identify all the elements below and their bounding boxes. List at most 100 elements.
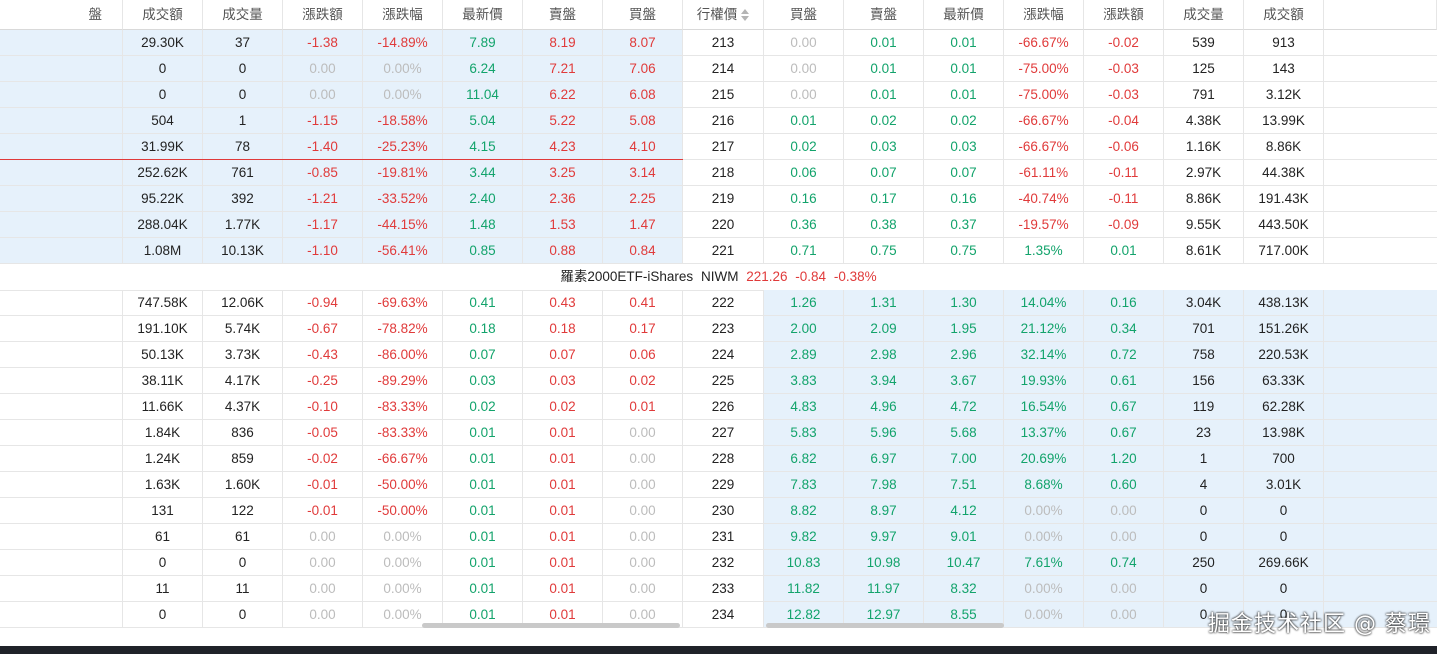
table-row[interactable]: 504 1 -1.15 -18.58% 5.04 5.22 5.08 216 0.01 0.02 0… [0, 108, 1437, 134]
call-last-cell: 1.48 [443, 212, 523, 238]
put-turnover-cell: 3.12K [1244, 82, 1324, 108]
call-bid-cell: 0.00 [603, 420, 683, 446]
call-change-pct-cell: -83.33% [363, 394, 443, 420]
table-row[interactable]: 38.11K 4.17K -0.25 -89.29% 0.03 0.03 0.02 225 3.… [0, 368, 1437, 394]
put-volume-cell: 2.97K [1164, 160, 1244, 186]
call-turnover-cell: 31.99K [123, 134, 203, 160]
put-change-cell: 1.20 [1084, 446, 1164, 472]
table-row[interactable]: 50.13K 3.73K -0.43 -86.00% 0.07 0.07 0.06 224 2.… [0, 342, 1437, 368]
call-ask-cell: 0.01 [523, 472, 603, 498]
table-row[interactable]: 0 0 0.00 0.00% 6.24 7.21 7.06 214 0.00 0.01 0.01 -7… [0, 56, 1437, 82]
header-label: 買盤 [629, 7, 656, 22]
table-row[interactable]: 747.58K 12.06K -0.94 -69.63% 0.41 0.43 0.41 222… [0, 290, 1437, 316]
header-label: 賣盤 [870, 7, 897, 22]
put-change-cell: 0.01 [1084, 238, 1164, 264]
call-bid-cell: 0.00 [603, 472, 683, 498]
filler-cell [1324, 160, 1437, 186]
put-ask-cell: 8.97 [844, 498, 924, 524]
put-volume-cell: 0 [1164, 602, 1244, 628]
put-bid-cell: 0.06 [764, 160, 844, 186]
put-change-cell: 0.00 [1084, 524, 1164, 550]
call-last-cell: 0.41 [443, 290, 523, 316]
put-bid-cell: 0.02 [764, 134, 844, 160]
call-turnover-cell: 50.13K [123, 342, 203, 368]
call-change-pct-cell: -25.23% [363, 134, 443, 160]
call-volume-cell: 122 [203, 498, 283, 524]
call-bid-cell: 7.06 [603, 56, 683, 82]
table-row[interactable]: 0 0 0.00 0.00% 11.04 6.22 6.08 215 0.00 0.01 0.01-… [0, 82, 1437, 108]
table-row[interactable]: 61 61 0.00 0.00% 0.01 0.01 0.00 231 9.82 9.97 9.01… [0, 524, 1437, 550]
call-volume-cell: 0 [203, 82, 283, 108]
put-volume-cell: 0 [1164, 524, 1244, 550]
table-row[interactable]: 31.99K 78 -1.40 -25.23% 4.15 4.23 4.10 217 0.02 0… [0, 134, 1437, 160]
filler-cell [1324, 82, 1437, 108]
right-scrollbar[interactable] [766, 623, 1004, 628]
table-row[interactable]: 29.30K 37 -1.38 -14.89% 7.89 8.19 8.07 213 0.00 0… [0, 30, 1437, 56]
put-change-cell: 0.60 [1084, 472, 1164, 498]
put-volume-cell: 23 [1164, 420, 1244, 446]
strike-col-edge-cell [0, 212, 123, 238]
etf-name: 羅素2000ETF-iShares [560, 269, 694, 284]
put-ask-cell: 1.31 [844, 290, 924, 316]
call-change-cell: -0.85 [283, 160, 363, 186]
etf-change: -0.84 [795, 269, 827, 284]
table-row[interactable]: 11 11 0.00 0.00% 0.01 0.01 0.00 233 11.82 11.97 8.… [0, 576, 1437, 602]
call-change-cell: -0.01 [283, 498, 363, 524]
strike-col-edge-cell [0, 290, 123, 316]
strike-col-edge-cell [0, 420, 123, 446]
table-row[interactable]: 0 0 0.00 0.00% 0.01 0.01 0.00 232 10.83 10.98 10.4… [0, 550, 1437, 576]
put-change-pct-cell: -19.57% [1004, 212, 1084, 238]
strike-col-edge-cell [0, 394, 123, 420]
table-row[interactable]: 95.22K 392 -1.21 -33.52% 2.40 2.36 2.25 219 0.16… [0, 186, 1437, 212]
call-last-cell: 0.85 [443, 238, 523, 264]
put-change-cell: -0.02 [1084, 30, 1164, 56]
put-volume-cell: 791 [1164, 82, 1244, 108]
etf-price: 221.26 [746, 269, 788, 284]
table-row[interactable]: 11.66K 4.37K -0.10 -83.33% 0.02 0.02 0.01 226 4.… [0, 394, 1437, 420]
strike-col-edge-cell [0, 576, 123, 602]
header-strike[interactable]: 行權價 [683, 0, 764, 30]
call-change-cell: -0.10 [283, 394, 363, 420]
call-volume-cell: 1.60K [203, 472, 283, 498]
strike-cell: 216 [683, 108, 764, 134]
put-turnover-cell: 700 [1244, 446, 1324, 472]
left-scrollbar[interactable] [422, 623, 680, 628]
put-turnover-cell: 13.99K [1244, 108, 1324, 134]
table-row[interactable]: 191.10K 5.74K -0.67 -78.82% 0.18 0.18 0.17 223 2… [0, 316, 1437, 342]
call-change-cell: -0.01 [283, 472, 363, 498]
put-change-cell: 0.34 [1084, 316, 1164, 342]
call-last-cell: 11.04 [443, 82, 523, 108]
put-change-cell: 0.00 [1084, 576, 1164, 602]
table-row[interactable]: 252.62K 761 -0.85 -19.81% 3.44 3.25 3.14 218 0.0… [0, 160, 1437, 186]
call-last-cell: 4.15 [443, 134, 523, 160]
put-change-pct-cell: 8.68% [1004, 472, 1084, 498]
call-change-pct-cell: 0.00% [363, 82, 443, 108]
table-row[interactable]: 288.04K 1.77K -1.17 -44.15% 1.48 1.53 1.47 220 0… [0, 212, 1437, 238]
strike-col-edge-cell [0, 368, 123, 394]
put-ask-cell: 7.98 [844, 472, 924, 498]
put-turnover-cell: 44.38K [1244, 160, 1324, 186]
table-row[interactable]: 1.63K 1.60K -0.01 -50.00% 0.01 0.01 0.00 229 7.8… [0, 472, 1437, 498]
put-ask-cell: 0.01 [844, 56, 924, 82]
table-row[interactable]: 131 122 -0.01 -50.00% 0.01 0.01 0.00 230 8.82 8.9… [0, 498, 1437, 524]
call-change-pct-cell: -50.00% [363, 472, 443, 498]
put-volume-cell: 539 [1164, 30, 1244, 56]
filler-cell [1324, 394, 1437, 420]
header-label: 成交量 [222, 7, 263, 22]
put-turnover-cell: 143 [1244, 56, 1324, 82]
sort-icon[interactable] [741, 9, 750, 22]
call-turnover-cell: 1.63K [123, 472, 203, 498]
table-row[interactable]: 1.08M 10.13K -1.10 -56.41% 0.85 0.88 0.84 221 0.… [0, 238, 1437, 264]
current-price-line [0, 159, 683, 160]
filler-cell [1324, 550, 1437, 576]
put-change-cell: 0.74 [1084, 550, 1164, 576]
put-turnover-cell: 220.53K [1244, 342, 1324, 368]
filler-cell [1324, 576, 1437, 602]
table-row[interactable]: 1.84K 836 -0.05 -83.33% 0.01 0.01 0.00 227 5.83 5… [0, 420, 1437, 446]
table-row[interactable]: 0 0 0.00 0.00% 0.01 0.01 0.00 234 12.82 12.97 8.55… [0, 602, 1437, 628]
table-row[interactable]: 1.24K 859 -0.02 -66.67% 0.01 0.01 0.00 228 6.82 6… [0, 446, 1437, 472]
put-last-cell: 0.01 [924, 56, 1004, 82]
strike-col-edge-cell [0, 30, 123, 56]
filler-cell [1324, 316, 1437, 342]
call-change-cell: -1.10 [283, 238, 363, 264]
